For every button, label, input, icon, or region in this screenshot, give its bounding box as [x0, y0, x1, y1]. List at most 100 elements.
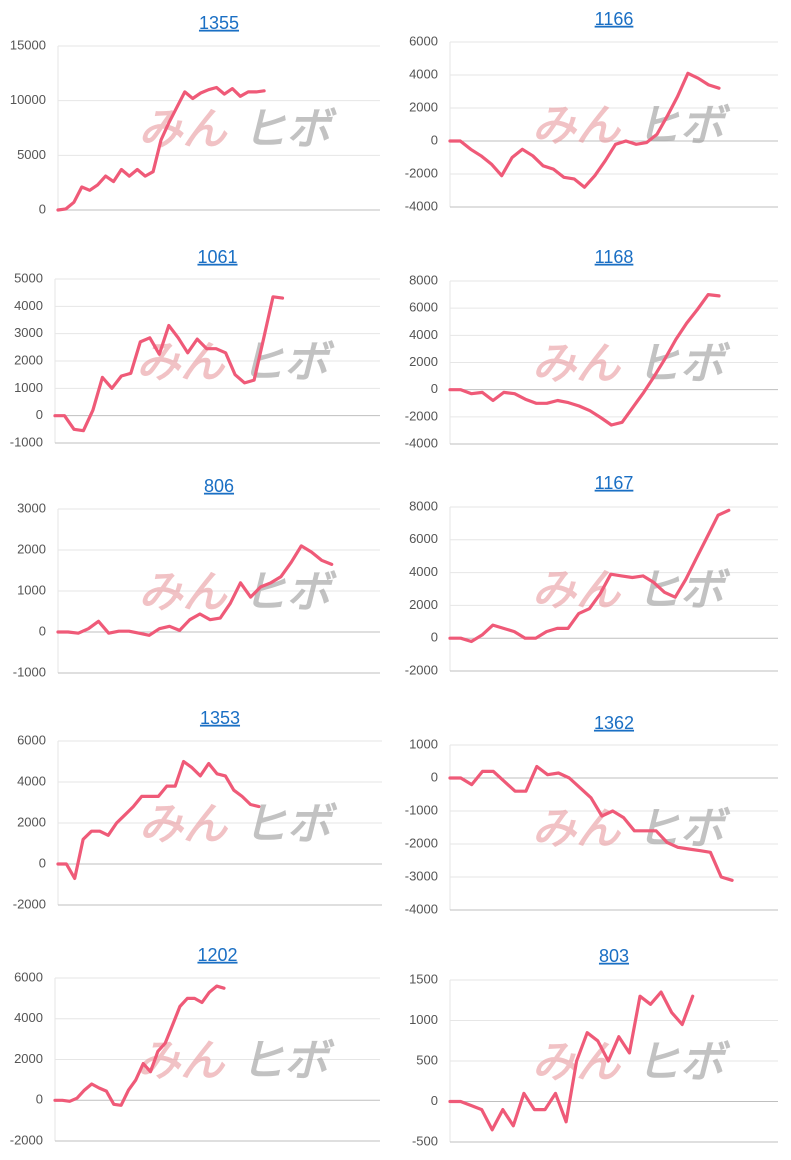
y-tick-label: 1000 — [17, 582, 46, 597]
y-tick-label: 15000 — [10, 37, 46, 52]
watermark-right: ヒボ — [243, 105, 338, 154]
chart-title-link[interactable]: 803 — [599, 946, 629, 966]
y-tick-label: -2000 — [405, 835, 438, 850]
watermark-left: みん — [139, 105, 229, 154]
y-tick-label: 6000 — [17, 732, 46, 747]
y-tick-label: 2000 — [14, 352, 43, 367]
y-tick-label: 2000 — [14, 1051, 43, 1066]
watermark-right: ヒボ — [636, 805, 731, 854]
chart-title-link[interactable]: 806 — [204, 476, 234, 496]
watermark-right: ヒボ — [636, 1038, 731, 1087]
watermark-left: みん — [139, 568, 229, 617]
series-line — [53, 295, 285, 433]
chart-title-link[interactable]: 1353 — [200, 708, 240, 728]
y-tick-label: -2000 — [405, 662, 438, 677]
y-tick-label: 4000 — [14, 298, 43, 313]
y-tick-label: 0 — [39, 623, 46, 638]
y-tick-label: 0 — [431, 132, 438, 147]
series-line — [53, 984, 226, 1107]
watermark-right: ヒボ — [636, 566, 731, 615]
y-tick-label: 6000 — [14, 969, 43, 984]
y-tick-label: -2000 — [10, 1132, 43, 1147]
y-tick-label: 0 — [431, 769, 438, 784]
watermark-left: みん — [532, 566, 622, 615]
y-tick-label: 0 — [39, 855, 46, 870]
y-tick-label: -4000 — [405, 901, 438, 916]
chart-title-link[interactable]: 1355 — [199, 13, 239, 33]
y-tick-label: -1000 — [405, 802, 438, 817]
series-line — [448, 764, 734, 882]
y-tick-label: -3000 — [405, 868, 438, 883]
chart-806: 806 -1000 0 1000 2000 3000 みん ヒボ — [13, 476, 380, 679]
watermark-right: ヒボ — [636, 102, 731, 151]
chart-1202: 1202 -2000 0 2000 4000 6000 みん ヒボ — [10, 945, 380, 1147]
y-tick-label: 4000 — [409, 327, 438, 342]
y-tick-label: 0 — [431, 381, 438, 396]
series-line — [448, 71, 721, 189]
watermark-right: ヒボ — [240, 338, 335, 387]
y-tick-label: 8000 — [409, 272, 438, 287]
chart-title-link[interactable]: 1362 — [594, 713, 634, 733]
watermark-left: みん — [532, 102, 622, 151]
y-tick-label: -4000 — [405, 435, 438, 450]
y-tick-label: 6000 — [409, 300, 438, 315]
y-tick-label: 4000 — [14, 1010, 43, 1025]
y-tick-label: 6000 — [409, 33, 438, 48]
y-tick-label: 8000 — [409, 498, 438, 513]
watermark-right: ヒボ — [243, 568, 338, 617]
y-tick-label: 5000 — [17, 147, 46, 162]
y-tick-label: 2000 — [409, 597, 438, 612]
y-tick-label: 3000 — [17, 500, 46, 515]
y-tick-label: 0 — [39, 201, 46, 216]
y-tick-label: 4000 — [17, 773, 46, 788]
y-tick-label: 1000 — [14, 380, 43, 395]
chart-1166: 1166 -4000 -2000 0 2000 4000 6000 みん ヒボ — [405, 9, 778, 213]
watermark-left: みん — [136, 338, 226, 387]
y-tick-label: 0 — [431, 1093, 438, 1108]
y-tick-label: -500 — [412, 1133, 438, 1148]
y-tick-label: 4000 — [409, 66, 438, 81]
y-tick-label: -2000 — [405, 165, 438, 180]
y-tick-label: 5000 — [14, 270, 43, 285]
series-line — [56, 759, 261, 881]
series-line — [56, 85, 266, 212]
y-tick-label: -2000 — [13, 896, 46, 911]
y-tick-label: 2000 — [409, 99, 438, 114]
chart-title-link[interactable]: 1168 — [595, 247, 634, 267]
series-line — [448, 508, 731, 644]
series-line — [448, 990, 695, 1132]
chart-1167: 1167 -2000 0 2000 4000 6000 8000 みん ヒボ — [405, 473, 778, 677]
y-tick-label: 1000 — [409, 1012, 438, 1027]
watermark-left: みん — [139, 800, 229, 849]
chart-title-link[interactable]: 1061 — [197, 247, 237, 267]
y-tick-label: 6000 — [409, 531, 438, 546]
watermark-left: みん — [532, 340, 622, 389]
y-tick-label: -1000 — [13, 664, 46, 679]
y-tick-label: 2000 — [17, 814, 46, 829]
watermark-left: みん — [136, 1037, 226, 1086]
y-tick-label: 1500 — [409, 971, 438, 986]
y-tick-label: 4000 — [409, 564, 438, 579]
watermark-right: ヒボ — [240, 1037, 335, 1086]
y-tick-label: -2000 — [405, 408, 438, 423]
y-tick-label: 10000 — [10, 92, 46, 107]
y-tick-label: -4000 — [405, 198, 438, 213]
chart-1355: 1355 0 5000 10000 15000 みん ヒボ — [10, 13, 380, 216]
y-tick-label: 0 — [36, 407, 43, 422]
chart-1061: 1061 -1000 0 1000 2000 3000 4000 5000 みん ヒボ — [10, 247, 380, 449]
chart-title-link[interactable]: 1166 — [595, 9, 634, 29]
y-tick-label: 500 — [416, 1052, 438, 1067]
y-tick-label: 2000 — [409, 354, 438, 369]
y-tick-label: 1000 — [409, 736, 438, 751]
y-tick-label: 0 — [36, 1092, 43, 1107]
y-tick-label: 0 — [431, 630, 438, 645]
y-tick-label: -1000 — [10, 434, 43, 449]
y-tick-label: 2000 — [17, 541, 46, 556]
chart-title-link[interactable]: 1202 — [197, 945, 237, 965]
chart-title-link[interactable]: 1167 — [595, 473, 634, 493]
